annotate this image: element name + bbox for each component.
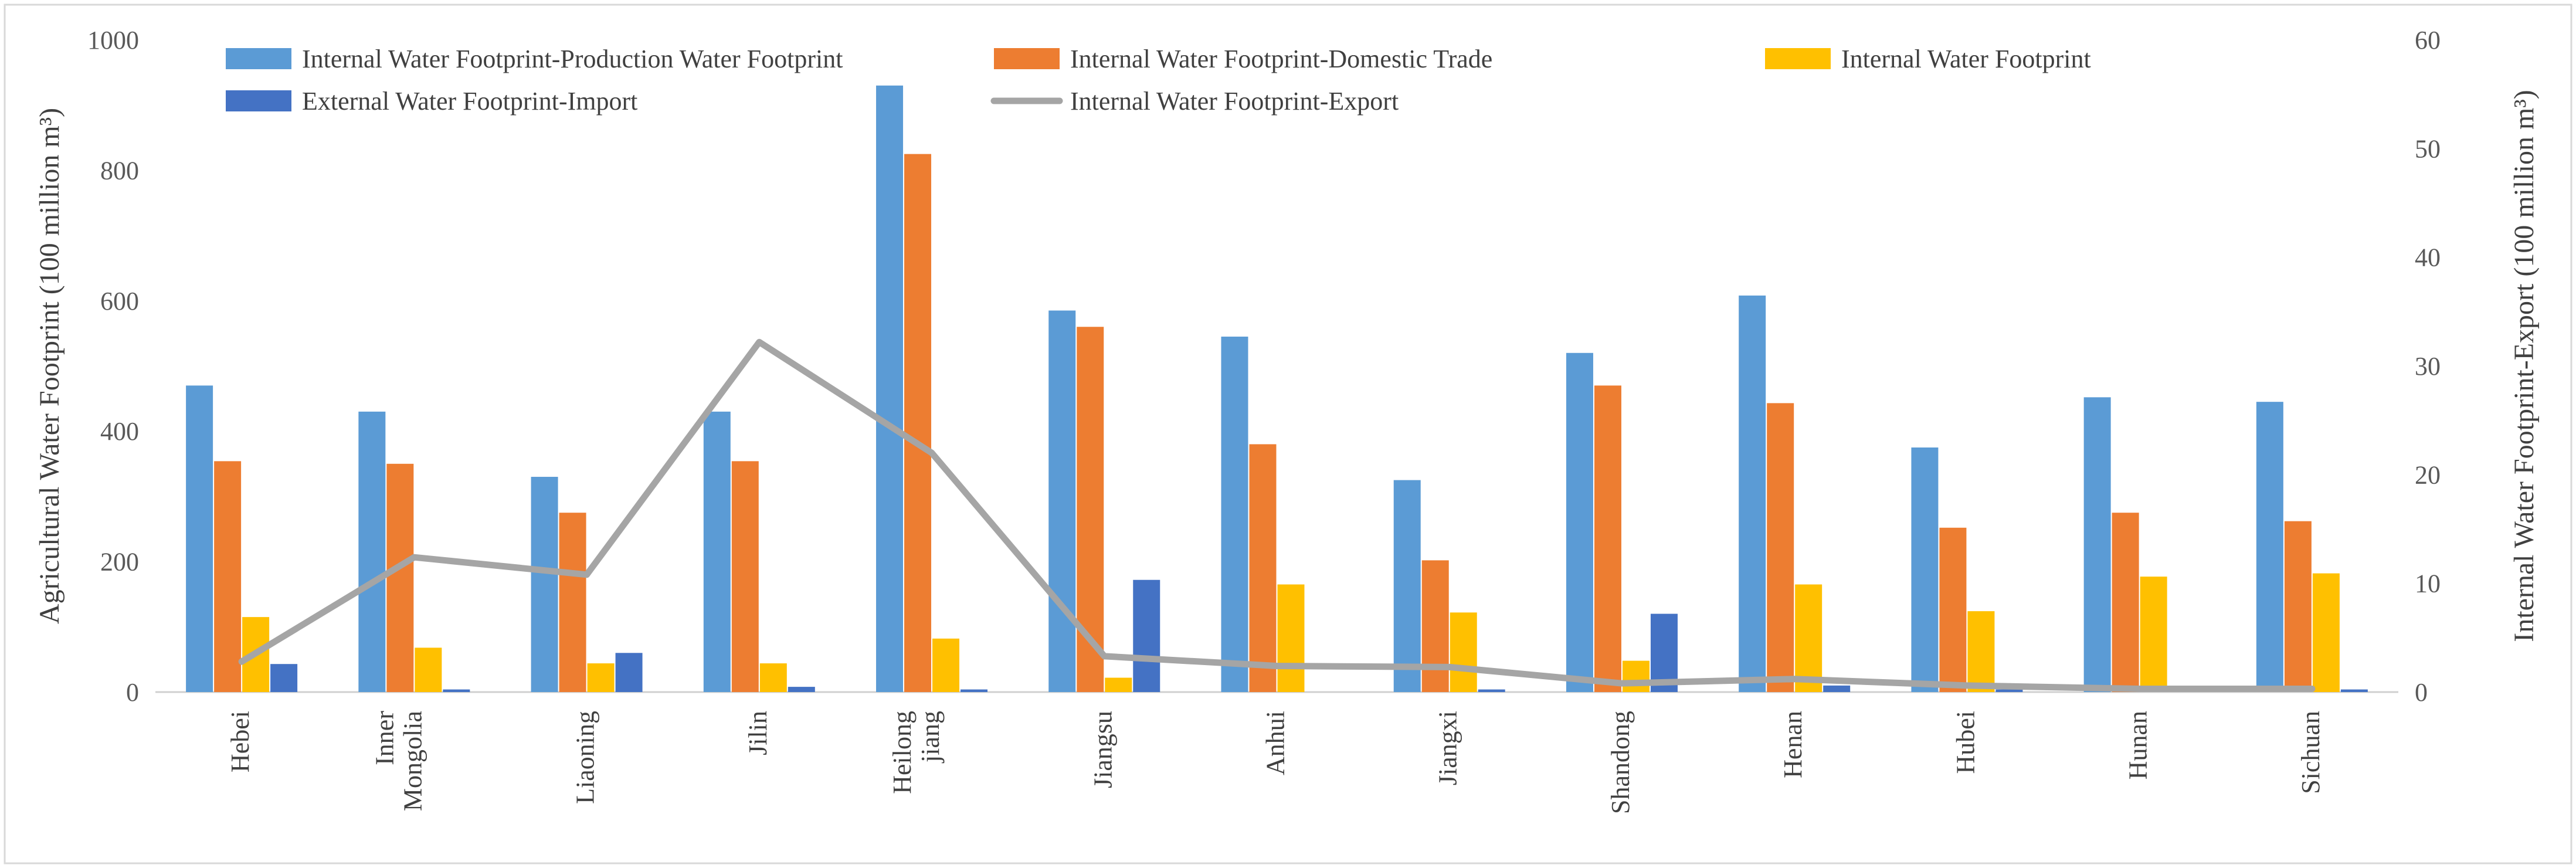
bar bbox=[214, 461, 242, 692]
bar bbox=[531, 477, 558, 692]
bar bbox=[1767, 403, 1794, 692]
bar bbox=[415, 647, 442, 692]
legend-label: Internal Water Footprint-Production Wate… bbox=[302, 45, 843, 73]
x-tick-label: Jiangsu bbox=[1088, 711, 1117, 788]
legend-swatch bbox=[1765, 48, 1831, 69]
bar bbox=[759, 663, 787, 692]
legend: Internal Water Footprint-Production Wate… bbox=[226, 45, 2091, 116]
bar bbox=[2140, 577, 2167, 692]
bar bbox=[587, 663, 615, 692]
y-tick-label: 600 bbox=[100, 287, 139, 316]
bar bbox=[386, 463, 414, 692]
legend-label: External Water Footprint-Import bbox=[302, 87, 637, 116]
bar bbox=[186, 385, 213, 692]
bar bbox=[615, 653, 643, 692]
legend-swatch bbox=[226, 48, 291, 69]
bar bbox=[1939, 527, 1967, 692]
bar bbox=[2256, 402, 2283, 692]
bar bbox=[1594, 385, 1621, 692]
y2-tick-label: 20 bbox=[2415, 460, 2441, 489]
y-tick-label: 1000 bbox=[87, 26, 139, 55]
x-tick-label: InnerMongolia bbox=[370, 711, 427, 811]
bar bbox=[1221, 336, 1248, 692]
bar bbox=[559, 513, 586, 692]
y2-axis-title: Internal Water Footprint-Export (100 mil… bbox=[2509, 90, 2540, 642]
y-tick-label: 0 bbox=[126, 678, 139, 707]
y-tick-label: 400 bbox=[100, 417, 139, 446]
bar bbox=[2340, 689, 2368, 692]
bar bbox=[2083, 397, 2111, 692]
bar bbox=[358, 411, 386, 692]
y2-tick-label: 60 bbox=[2415, 26, 2441, 55]
bar bbox=[1421, 560, 1449, 692]
x-tick-label: Hunan bbox=[2124, 711, 2153, 779]
bar bbox=[1450, 612, 1477, 692]
x-tick-label: Henan bbox=[1779, 711, 1807, 778]
bar bbox=[1048, 310, 1076, 692]
bar bbox=[1105, 677, 1132, 692]
bar bbox=[1795, 584, 1822, 692]
line-series bbox=[238, 338, 2316, 692]
bar bbox=[1967, 611, 1995, 692]
bar bbox=[443, 689, 470, 692]
x-tick-label: Sichuan bbox=[2296, 711, 2325, 794]
bar bbox=[961, 689, 988, 692]
y2-tick-label: 40 bbox=[2415, 243, 2441, 272]
bar bbox=[1739, 295, 1766, 692]
bar bbox=[2312, 573, 2340, 692]
x-tick-label: Anhui bbox=[1261, 711, 1290, 775]
bar bbox=[1478, 689, 1505, 692]
bar bbox=[904, 154, 932, 693]
bar bbox=[1393, 480, 1421, 692]
bar bbox=[2112, 513, 2139, 692]
y2-tick-label: 50 bbox=[2415, 134, 2441, 163]
y2-tick-label: 30 bbox=[2415, 352, 2441, 381]
y2-tick-label: 0 bbox=[2415, 678, 2428, 707]
legend-label: Internal Water Footprint bbox=[1841, 45, 2091, 73]
bar bbox=[932, 638, 960, 692]
bar bbox=[1277, 584, 1305, 692]
x-tick-label: Jiangxi bbox=[1434, 711, 1462, 785]
bar bbox=[788, 687, 815, 692]
y-tick-label: 200 bbox=[100, 548, 139, 577]
y-axis-title: Agricultural Water Footprint (100 millio… bbox=[34, 108, 65, 624]
legend-swatch bbox=[994, 48, 1060, 69]
bar bbox=[1911, 447, 1939, 692]
bar bbox=[1133, 579, 1160, 692]
legend-label: Internal Water Footprint-Domestic Trade bbox=[1070, 45, 1492, 73]
x-tick-label: Hubei bbox=[1951, 711, 1980, 774]
bar bbox=[270, 664, 298, 692]
bar bbox=[2284, 521, 2312, 692]
bar bbox=[1566, 352, 1593, 692]
legend-swatch bbox=[226, 90, 291, 111]
x-tick-label: Shandong bbox=[1606, 711, 1635, 814]
bar bbox=[703, 411, 731, 692]
x-tick-label: Jilin bbox=[744, 711, 772, 755]
bar bbox=[731, 461, 759, 692]
y-tick-label: 800 bbox=[100, 156, 139, 185]
x-tick-label: Hebei bbox=[226, 711, 254, 772]
x-tick-label: Liaoning bbox=[571, 711, 600, 804]
bar bbox=[876, 85, 904, 693]
legend-label: Internal Water Footprint-Export bbox=[1070, 87, 1399, 116]
x-tick-label: Heilongjiang bbox=[888, 711, 945, 794]
axes: 0 200 400 600 800 1000 0 10 20 30 40 50 60 Hebei Inner… bbox=[87, 26, 2441, 814]
bar bbox=[1622, 660, 1650, 692]
bar bbox=[1995, 689, 2023, 692]
y2-tick-label: 10 bbox=[2415, 569, 2441, 598]
export-line bbox=[238, 338, 2316, 692]
bar bbox=[1249, 444, 1277, 692]
bar bbox=[1823, 685, 1851, 692]
chart-border bbox=[4, 4, 2572, 864]
